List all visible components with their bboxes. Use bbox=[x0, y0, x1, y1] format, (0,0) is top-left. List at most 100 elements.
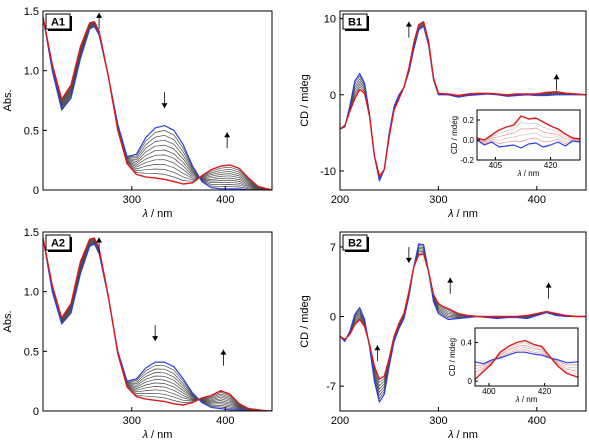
panel-label-box bbox=[342, 234, 368, 251]
y-tick-label: 1.5 bbox=[24, 6, 39, 18]
x-tick-label: 400 bbox=[528, 415, 546, 427]
intermediate-series-line bbox=[43, 16, 272, 190]
x-axis-label: λ / nm bbox=[142, 429, 173, 441]
series-line-start bbox=[475, 351, 578, 365]
intermediate-series-line bbox=[43, 16, 272, 190]
x-tick-label: 420 bbox=[538, 387, 552, 396]
y-tick-label: 1.0 bbox=[24, 287, 39, 299]
panel-label: B1 bbox=[348, 17, 362, 29]
plot-frame bbox=[476, 109, 581, 161]
x-axis-label-symbol: λ bbox=[515, 395, 520, 404]
x-axis-label-unit: / nm bbox=[148, 208, 172, 220]
panel-label: B2 bbox=[348, 238, 362, 250]
panel-b2: 200 300 400 -7 0 7 λ / nm CD / mdeg B2 400 420 0 0.4… bbox=[299, 231, 587, 441]
inset: 405 420 -0.2 0.0 0.2 λ / nm CD / mdeg bbox=[450, 109, 581, 178]
x-tick-label: 400 bbox=[216, 415, 234, 427]
plot-frame bbox=[339, 10, 587, 191]
intermediate-series-line bbox=[43, 16, 272, 190]
curves bbox=[340, 243, 586, 403]
x-axis-label-symbol: λ bbox=[447, 429, 453, 441]
y-axis-label: CD / mdeg bbox=[450, 116, 459, 154]
x-tick-label: 300 bbox=[429, 194, 447, 206]
y-axis-label: Abs. bbox=[2, 89, 14, 111]
series-line-start bbox=[477, 139, 580, 149]
x-axis-label: λ / nm bbox=[447, 208, 478, 220]
y-tick-label: 7 bbox=[330, 242, 336, 254]
y-tick-label: 0 bbox=[330, 312, 336, 324]
y-axis-label: Abs. bbox=[2, 310, 14, 332]
intermediate-series-line bbox=[43, 237, 272, 411]
change-arrowhead bbox=[152, 336, 159, 342]
x-tick-label: 200 bbox=[331, 194, 349, 206]
panel-a1: 300 400 0 0.5 1.0 1.5 λ / nm Abs. A1 bbox=[2, 6, 273, 220]
curves bbox=[475, 339, 578, 380]
x-axis-label-unit: / nm bbox=[148, 429, 172, 441]
change-arrowhead bbox=[161, 103, 168, 109]
intermediate-series-line bbox=[475, 347, 578, 370]
y-tick-label: -10 bbox=[320, 166, 336, 178]
x-axis-label: λ / nm bbox=[515, 395, 538, 404]
x-tick-label: 420 bbox=[544, 161, 558, 170]
intermediate-series-line bbox=[43, 16, 272, 190]
x-axis-label: λ / nm bbox=[447, 429, 478, 441]
x-tick-label: 300 bbox=[123, 415, 141, 427]
y-tick-label: 0.4 bbox=[461, 339, 473, 348]
change-arrowhead bbox=[405, 257, 412, 263]
curves bbox=[477, 115, 580, 149]
intermediate-series-line bbox=[43, 16, 272, 190]
panel-label: A1 bbox=[51, 17, 65, 29]
intermediate-series-line bbox=[43, 237, 272, 411]
y-tick-label: 0.2 bbox=[463, 116, 475, 125]
curves bbox=[43, 16, 272, 190]
change-arrowhead bbox=[553, 74, 560, 80]
y-tick-label: -0.2 bbox=[460, 156, 474, 165]
x-tick-label: 405 bbox=[489, 161, 503, 170]
x-axis-label-unit: / nm bbox=[453, 429, 477, 441]
y-axis-label: CD / mdeg bbox=[448, 338, 457, 376]
x-axis-label-symbol: λ bbox=[142, 429, 148, 441]
series-line-start bbox=[43, 16, 272, 190]
x-tick-label: 400 bbox=[528, 194, 546, 206]
series-line-end bbox=[475, 339, 578, 380]
panel-label-box bbox=[342, 13, 368, 30]
y-tick-label: 0 bbox=[468, 377, 473, 386]
series-line-end bbox=[340, 253, 586, 380]
y-tick-label: 0.5 bbox=[24, 346, 39, 358]
y-axis-label: CD / mdeg bbox=[299, 74, 311, 127]
intermediate-series-line bbox=[43, 16, 272, 190]
plot-frame bbox=[42, 231, 273, 412]
curves bbox=[43, 237, 272, 411]
y-tick-label: 0.5 bbox=[24, 125, 39, 137]
intermediate-series-line bbox=[43, 237, 272, 411]
intermediate-series-line bbox=[43, 16, 272, 190]
intermediate-series-line bbox=[43, 237, 272, 411]
curves bbox=[340, 21, 586, 182]
inset: 400 420 0 0.4 λ / nm CD / mdeg bbox=[448, 327, 579, 404]
change-arrowhead bbox=[96, 12, 103, 18]
series-line-end bbox=[43, 237, 272, 411]
x-axis-label-symbol: λ bbox=[447, 208, 453, 220]
change-arrowhead bbox=[374, 345, 381, 351]
x-axis-label: λ / nm bbox=[142, 208, 173, 220]
y-tick-label: 10 bbox=[324, 14, 336, 26]
y-tick-label: 0 bbox=[33, 406, 39, 418]
x-axis-label-symbol: λ bbox=[517, 169, 522, 178]
x-axis-label-symbol: λ bbox=[142, 208, 148, 220]
intermediate-series-line bbox=[475, 344, 578, 373]
panel-label-box bbox=[45, 234, 71, 251]
change-arrowhead bbox=[224, 132, 231, 138]
y-tick-label: 1.0 bbox=[24, 66, 39, 78]
series-line-end bbox=[477, 115, 580, 141]
intermediate-series-line bbox=[475, 349, 578, 366]
panel-a2: 300 400 0 0.5 1.0 1.5 λ / nm Abs. A2 bbox=[2, 227, 273, 441]
change-arrowhead bbox=[96, 237, 103, 243]
panel-label-box bbox=[45, 13, 71, 30]
intermediate-series-line bbox=[477, 127, 580, 143]
intermediate-series-line bbox=[43, 237, 272, 411]
panel-label: A2 bbox=[51, 238, 65, 250]
intermediate-series-line bbox=[477, 122, 580, 142]
intermediate-series-line bbox=[43, 16, 272, 190]
x-tick-label: 300 bbox=[429, 415, 447, 427]
series-line-end bbox=[43, 16, 272, 190]
